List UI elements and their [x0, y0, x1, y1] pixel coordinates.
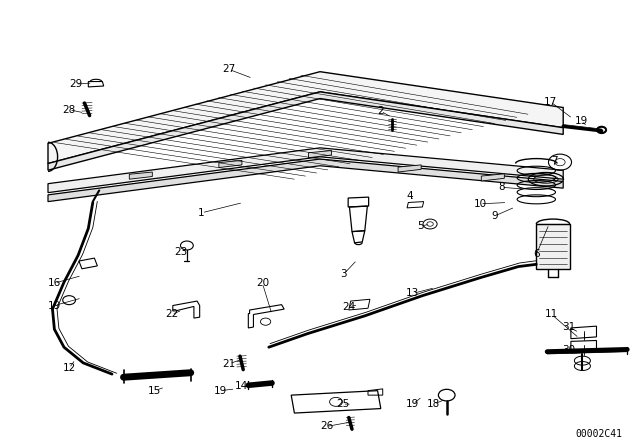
Text: 16: 16 [48, 278, 61, 288]
Polygon shape [308, 151, 332, 158]
Text: 31: 31 [562, 322, 575, 332]
Text: 26: 26 [320, 422, 333, 431]
Bar [536, 224, 570, 269]
Text: 20: 20 [256, 278, 269, 288]
Text: 15: 15 [148, 386, 161, 396]
Text: 19: 19 [214, 386, 227, 396]
Text: 11: 11 [545, 310, 558, 319]
Text: 10: 10 [474, 199, 486, 209]
Text: 19: 19 [48, 301, 61, 310]
Polygon shape [48, 159, 563, 202]
Text: 00002C41: 00002C41 [575, 429, 622, 439]
Text: 27: 27 [223, 65, 236, 74]
Text: 8: 8 [498, 182, 504, 192]
Text: 7: 7 [552, 156, 558, 166]
Text: 21: 21 [223, 359, 236, 369]
Polygon shape [481, 174, 504, 181]
Text: 4: 4 [406, 191, 413, 201]
Text: 17: 17 [544, 97, 557, 107]
Text: 19: 19 [575, 116, 588, 126]
Polygon shape [48, 148, 563, 193]
Bar [79, 258, 97, 269]
Text: 22: 22 [165, 310, 178, 319]
Text: 3: 3 [340, 269, 347, 279]
Polygon shape [398, 165, 421, 172]
Text: 28: 28 [63, 105, 76, 115]
Text: 23: 23 [174, 247, 187, 257]
Text: 6: 6 [533, 250, 540, 259]
Text: 14: 14 [236, 381, 248, 391]
Text: 9: 9 [492, 211, 498, 221]
Text: 30: 30 [562, 345, 575, 355]
Text: 29: 29 [69, 79, 82, 89]
Text: 18: 18 [428, 399, 440, 409]
Text: 24: 24 [342, 302, 355, 312]
Text: 2: 2 [378, 106, 384, 116]
Polygon shape [219, 160, 242, 168]
Text: 1: 1 [198, 208, 205, 218]
Polygon shape [48, 92, 563, 170]
Polygon shape [129, 172, 152, 179]
Text: 13: 13 [406, 289, 419, 298]
Text: 19: 19 [406, 399, 419, 409]
Text: 25: 25 [336, 399, 349, 409]
Text: 5: 5 [417, 221, 424, 231]
Text: 12: 12 [63, 363, 76, 373]
Polygon shape [48, 72, 563, 164]
